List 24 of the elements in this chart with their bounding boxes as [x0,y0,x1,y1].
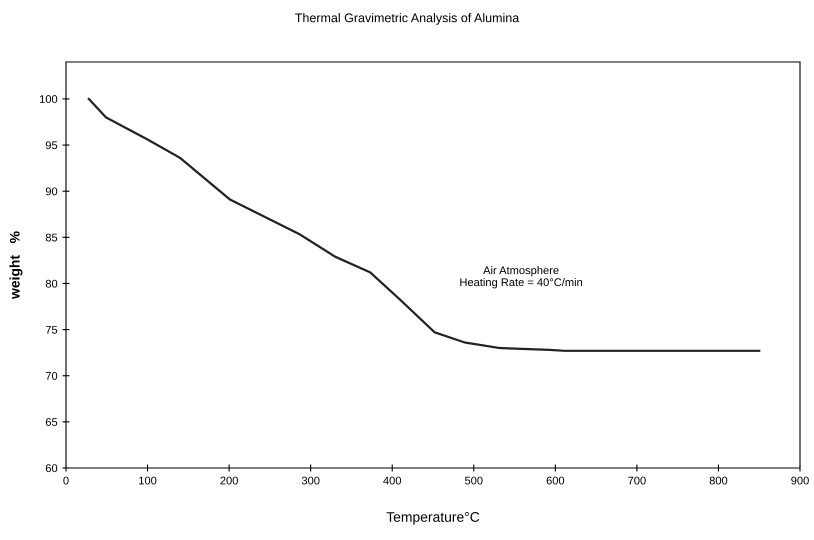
x-tick-label: 700 [628,476,646,484]
x-tick-label: 300 [302,476,320,484]
y-tick-label: 90 [46,187,58,196]
y-axis-title: weight % [9,231,22,299]
chart-title: Thermal Gravimetric Analysis of Alumina [295,13,520,25]
x-tick-label: 400 [383,476,402,484]
x-tick-label: 600 [546,476,564,484]
y-tick-label: 80 [46,280,58,288]
y-tick-label: 70 [46,372,58,380]
y-tick-label: 75 [46,326,58,334]
x-tick-label: 0 [63,476,69,484]
y-tick-label: 85 [46,234,58,242]
x-tick-label: 800 [710,476,728,484]
annotation: Air Atmosphere Heating Rate = 40°C/min [460,266,582,288]
x-axis-title: Temperature°C [386,512,480,525]
x-tick-label: 200 [220,476,238,484]
y-tick-label: 100 [40,95,58,104]
y-tick-label: 65 [46,418,58,426]
x-tick-label: 100 [139,476,156,484]
y-tick-label: 95 [46,141,58,150]
x-tick-label: 900 [791,476,809,484]
x-tick-label: 500 [464,476,483,484]
line-series [88,98,760,352]
y-tick-label: 60 [46,464,58,472]
